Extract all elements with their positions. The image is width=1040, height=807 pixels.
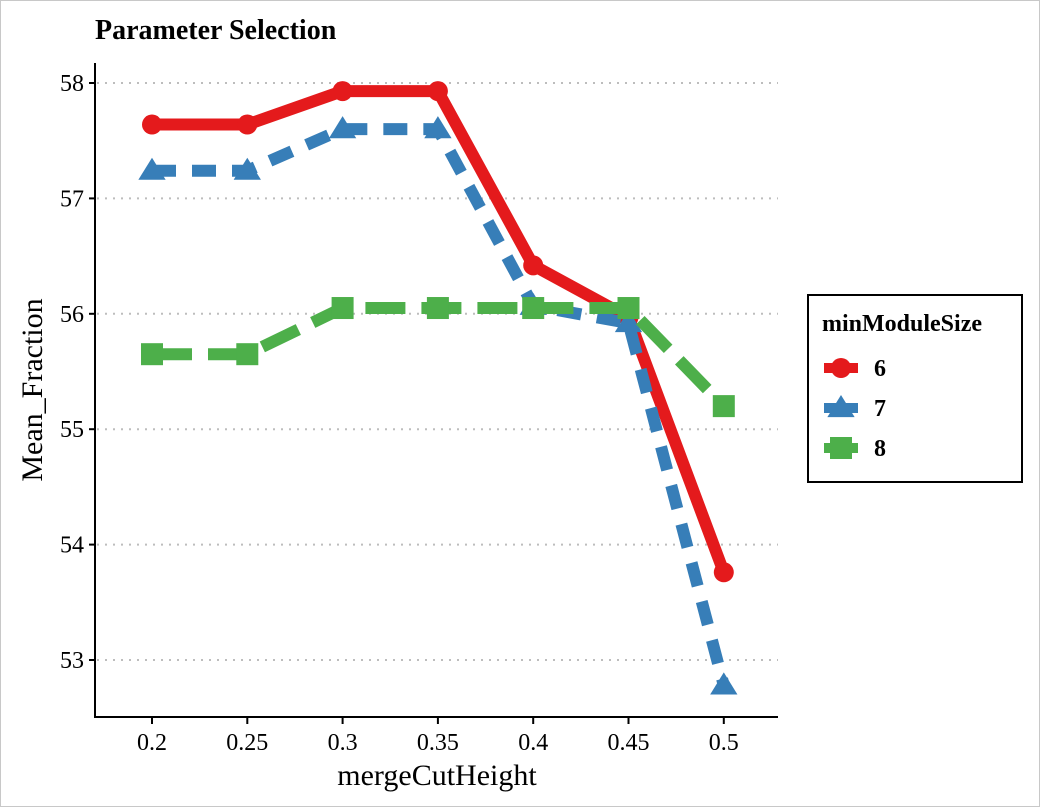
axes [94, 63, 778, 718]
x-tick-label: 0.45 [608, 730, 650, 756]
data-point-8 [426, 297, 449, 320]
legend-item-8: 8 [824, 436, 886, 462]
data-point-7 [233, 157, 261, 180]
y-tick-label: 53 [60, 648, 84, 674]
data-point-6 [427, 81, 448, 102]
series-layer [138, 81, 738, 695]
legend-item-6: 6 [824, 356, 886, 382]
data-point-8 [331, 297, 354, 320]
data-point-6 [142, 114, 162, 135]
data-point-8 [522, 297, 545, 320]
x-tick-label: 0.35 [417, 730, 459, 756]
y-axis-ticks: 53 54 55 56 57 58 [60, 71, 95, 674]
x-axis-label: mergeCutHeight [337, 759, 537, 792]
legend-swatch-marker [830, 437, 852, 459]
legend-items: 6 7 8 [824, 356, 886, 462]
y-axis-label: Mean_Fraction [16, 298, 49, 481]
legend-label: 7 [874, 396, 886, 422]
data-point-8 [617, 297, 640, 320]
legend-item-7: 7 [824, 395, 886, 422]
x-tick-label: 0.3 [328, 730, 358, 756]
data-point-6 [713, 562, 734, 583]
data-point-8 [141, 343, 163, 366]
data-point-7 [138, 157, 166, 180]
x-tick-label: 0.5 [709, 730, 739, 756]
legend-label: 6 [874, 356, 886, 382]
y-tick-label: 54 [60, 533, 84, 559]
legend-label: 8 [874, 436, 886, 462]
series-8 [141, 297, 735, 418]
x-tick-label: 0.25 [226, 730, 268, 756]
x-tick-label: 0.4 [518, 730, 548, 756]
data-point-6 [332, 81, 353, 102]
data-point-7 [328, 116, 357, 139]
chart-title: Parameter Selection [95, 15, 337, 46]
series-7 [138, 116, 738, 695]
y-tick-label: 58 [60, 71, 84, 97]
x-axis-ticks: 0.2 0.25 0.3 0.35 0.4 0.45 0.5 [137, 717, 739, 756]
data-point-7 [614, 310, 643, 333]
data-point-6 [237, 114, 258, 135]
data-point-7 [424, 116, 452, 139]
series-line-7 [152, 123, 730, 687]
legend-swatch-marker [827, 395, 855, 418]
y-tick-label: 55 [60, 417, 84, 443]
data-point-8 [712, 395, 735, 418]
y-tick-label: 57 [60, 186, 84, 212]
gridlines [97, 82, 778, 661]
legend: minModuleSize 6 7 8 [807, 294, 1023, 483]
data-point-7 [710, 672, 738, 695]
legend-title: minModuleSize [822, 311, 982, 337]
y-tick-label: 56 [60, 302, 84, 328]
data-point-6 [523, 255, 544, 276]
data-point-8 [236, 343, 259, 366]
legend-swatch-marker [831, 358, 851, 378]
x-tick-label: 0.2 [137, 730, 167, 756]
